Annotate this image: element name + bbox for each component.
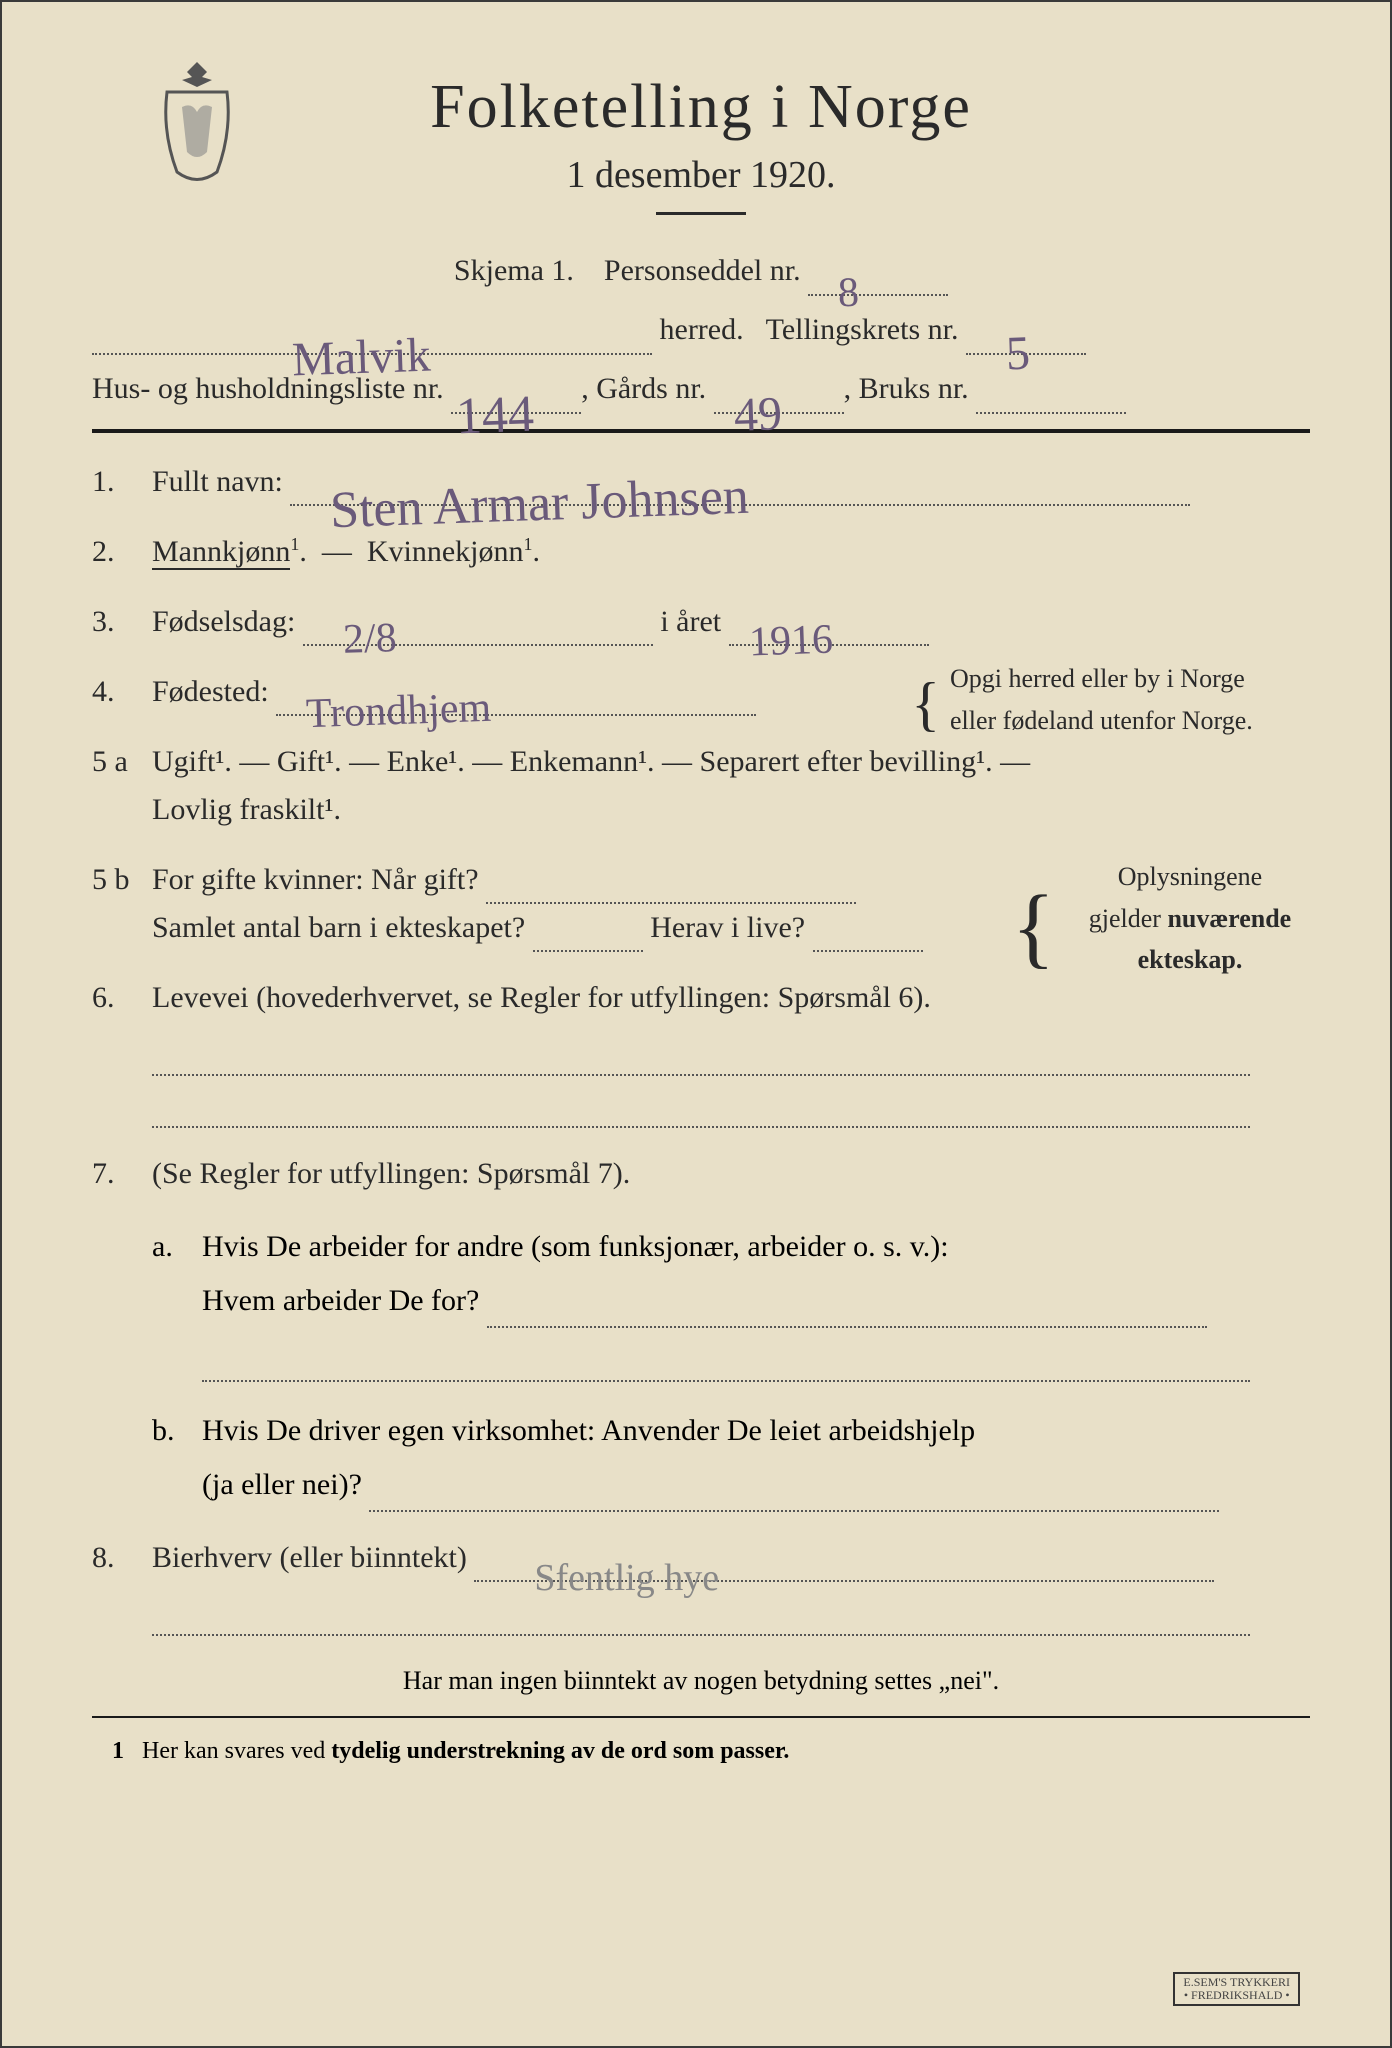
q6-blank2: [152, 1096, 1250, 1128]
husliste-line: Hus- og husholdningsliste nr. 144 , Gård…: [92, 363, 1310, 414]
q5b-note2: gjelder nuværende: [1089, 904, 1291, 933]
q1: 1. Fullt navn: Sten Armar Johnsen: [92, 458, 1310, 506]
q3-year: 1916: [747, 607, 833, 677]
census-form-page: Folketelling i Norge 1 desember 1920. Sk…: [0, 0, 1392, 2048]
q5b-note: Oplysningene gjelder nuværende ekteskap.: [1070, 856, 1310, 981]
personseddel-label: Personseddel nr.: [604, 254, 801, 287]
footer-note: Har man ingen biinntekt av nogen betydni…: [92, 1666, 1310, 1696]
skjema-line: Skjema 1. Personseddel nr. 8: [92, 245, 1310, 296]
q1-num: 1.: [92, 458, 115, 506]
footnote-text: Her kan svares ved tydelig understreknin…: [142, 1738, 789, 1764]
husliste-value: 144: [455, 371, 536, 462]
q7b-text: Hvis De driver egen virksomhet: Anvender…: [202, 1414, 975, 1447]
gards-value: 49: [732, 373, 783, 456]
header: Folketelling i Norge 1 desember 1920.: [92, 72, 1310, 215]
bruks-label: Bruks nr.: [859, 372, 969, 405]
q7a: a. Hvis De arbeider for andre (som funks…: [92, 1220, 1310, 1328]
q5b-note1: Oplysningene: [1118, 862, 1262, 891]
q3: 3. Fødselsdag: 2/8 i året 1916: [92, 598, 1310, 646]
q1-label: Fullt navn:: [152, 465, 283, 498]
q5a: 5 a Ugift¹. — Gift¹. — Enke¹. — Enkemann…: [92, 738, 1310, 834]
q4-num: 4.: [92, 668, 115, 716]
q7-num: 7.: [92, 1150, 115, 1198]
q2-mann: Mannkjønn: [152, 535, 290, 570]
q7: 7. (Se Regler for utfyllingen: Spørsmål …: [92, 1150, 1310, 1198]
tellingskrets-label: Tellingskrets nr.: [766, 313, 959, 346]
heavy-rule-1: [92, 429, 1310, 433]
q7a-text2: Hvem arbeider De for?: [202, 1284, 479, 1317]
q3-day: 2/8: [342, 605, 398, 674]
q7b: b. Hvis De driver egen virksomhet: Anven…: [92, 1404, 1310, 1512]
q8-value: Sfentlig hye: [534, 1548, 719, 1609]
q3-label: Fødselsdag:: [152, 605, 295, 638]
herred-line: Malvik herred. Tellingskrets nr. 5: [92, 304, 1310, 355]
q8-num: 8.: [92, 1534, 115, 1582]
q5b-num: 5 b: [92, 856, 130, 904]
crest-icon: [147, 52, 247, 192]
q2-num: 2.: [92, 528, 115, 576]
q7a-blank: [202, 1350, 1250, 1382]
stamp-l1: E.SEM'S TRYKKERI: [1183, 1975, 1290, 1989]
q8-label: Bierhverv (eller biinntekt): [152, 1541, 467, 1574]
husliste-label: Hus- og husholdningsliste nr.: [92, 372, 444, 405]
q3-year-label: i året: [660, 605, 721, 638]
q5b-l2: Samlet antal barn i ekteskapet?: [152, 911, 525, 944]
q2: 2. Mannkjønn1. — Kvinnekjønn1.: [92, 528, 1310, 576]
stamp-l2: • FREDRIKSHALD •: [1184, 1988, 1290, 2002]
q5a-num: 5 a: [92, 738, 128, 786]
q4-label: Fødested:: [152, 675, 269, 708]
thin-rule: [92, 1716, 1310, 1718]
q5a-opts2: Lovlig fraskilt¹.: [152, 793, 341, 826]
q5b-l1: For gifte kvinner: Når gift?: [152, 863, 479, 896]
subtitle: 1 desember 1920.: [92, 153, 1310, 197]
q4-note-b: eller fødeland utenfor Norge.: [950, 706, 1253, 735]
main-title: Folketelling i Norge: [92, 72, 1310, 143]
q5b-note3: ekteskap.: [1138, 945, 1243, 974]
q6-blank1: [152, 1044, 1250, 1076]
footnote-marker: 1: [112, 1738, 124, 1764]
q8: 8. Bierhverv (eller biinntekt) Sfentlig …: [92, 1534, 1310, 1582]
q5b: 5 b For gifte kvinner: Når gift? Samlet …: [92, 856, 1310, 952]
q4-note-a: Opgi herred eller by i Norge: [950, 664, 1245, 693]
q7a-text: Hvis De arbeider for andre (som funksjon…: [202, 1230, 949, 1263]
q6: 6. Levevei (hovederhvervet, se Regler fo…: [92, 974, 1310, 1022]
herred-label: herred.: [660, 313, 744, 346]
q3-num: 3.: [92, 598, 115, 646]
q7a-letter: a.: [152, 1220, 173, 1274]
q4-note: Opgi herred eller by i Norge eller fødel…: [950, 658, 1310, 741]
footnote: 1 Her kan svares ved tydelig understrekn…: [92, 1738, 1310, 1765]
q7b-text2: (ja eller nei)?: [202, 1468, 362, 1501]
q7-text: (Se Regler for utfyllingen: Spørsmål 7).: [152, 1157, 630, 1190]
gards-label: Gårds nr.: [596, 372, 706, 405]
q7b-letter: b.: [152, 1404, 175, 1458]
printer-stamp: E.SEM'S TRYKKERI • FREDRIKSHALD •: [1173, 1972, 1300, 2006]
q2-kvinne: Kvinnekjønn: [367, 535, 524, 568]
q6-text: Levevei (hovederhvervet, se Regler for u…: [152, 981, 931, 1014]
q5a-opts: Ugift¹. — Gift¹. — Enke¹. — Enkemann¹. —…: [152, 745, 1030, 778]
divider: [656, 212, 746, 215]
q5b-l2b: Herav i live?: [650, 911, 805, 944]
q8-blank: [152, 1604, 1250, 1636]
skjema-label: Skjema 1.: [454, 254, 574, 287]
q4: 4. Fødested: Trondhjem { Opgi herred ell…: [92, 668, 1310, 716]
q6-num: 6.: [92, 974, 115, 1022]
